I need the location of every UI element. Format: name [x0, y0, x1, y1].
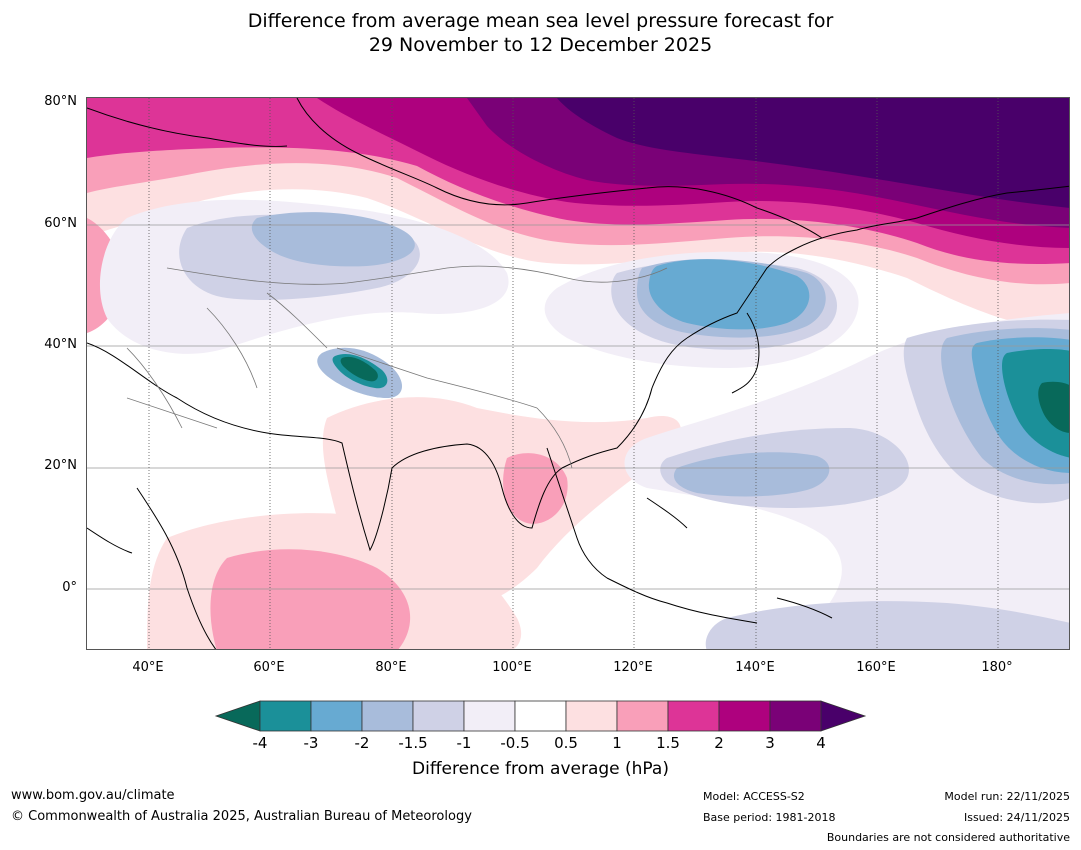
- anomaly-negative-east-pacific-5: [1038, 381, 1069, 433]
- colorbar-tick-label: 1: [612, 734, 622, 752]
- colorbar-tick-label: 1.5: [656, 734, 680, 752]
- anomaly-positive-sea-1: [503, 453, 568, 524]
- lat-label-0: 0°: [62, 580, 77, 595]
- footer-url[interactable]: www.bom.gov.au/climate: [11, 788, 175, 803]
- anomaly-negative-southeast: [705, 601, 1069, 649]
- coastlines: [87, 98, 1069, 649]
- map-title-line1: Difference from average mean sea level p…: [247, 10, 834, 32]
- colorbar-cell: [463, 700, 516, 732]
- anomaly-negative-tibet-peak: [340, 356, 378, 382]
- colorbar-tick-label: 2: [714, 734, 724, 752]
- footer-base-period: Base period: 1981-2018: [703, 811, 836, 824]
- colorbar-tick-label: 3: [765, 734, 775, 752]
- colorbar-cell: [514, 700, 567, 732]
- colorbar-tick-label: -2: [354, 734, 370, 752]
- colorbar-tick-label: 0.5: [554, 734, 578, 752]
- anomaly-negative-pacific-2: [673, 452, 830, 497]
- colorbar-cells: [214, 700, 867, 732]
- anomaly-positive-indian-ocean-1: [210, 549, 410, 649]
- colorbar-cell: [310, 700, 363, 732]
- footer-issued: Issued: 24/11/2025: [963, 811, 1070, 824]
- colorbar-tick-label: -0.5: [500, 734, 530, 752]
- lat-label-40n: 40°N: [44, 337, 77, 352]
- anomaly-negative-japan-3: [648, 259, 810, 330]
- lon-label-120e: 120°E: [613, 660, 653, 675]
- colorbar: [214, 700, 867, 732]
- colorbar-tick-label: -1.5: [398, 734, 428, 752]
- graticule-lon: [148, 98, 999, 649]
- lon-label-180: 180°: [981, 660, 1013, 675]
- colorbar-tick-label: -4: [252, 734, 268, 752]
- lat-label-60n: 60°N: [44, 216, 77, 231]
- lon-label-160e: 160°E: [856, 660, 896, 675]
- colorbar-cell: [718, 700, 771, 732]
- colorbar-tick-label: -1: [456, 734, 472, 752]
- footer-boundaries: Boundaries are not considered authoritat…: [826, 831, 1070, 844]
- colorbar-extend-low: [214, 700, 261, 732]
- lon-label-140e: 140°E: [735, 660, 775, 675]
- colorbar-cell: [412, 700, 465, 732]
- lat-label-80n: 80°N: [44, 94, 77, 109]
- lon-label-40e: 40°E: [132, 660, 164, 675]
- footer-copyright: © Commonwealth of Australia 2025, Austra…: [11, 809, 472, 824]
- colorbar-cell: [361, 700, 414, 732]
- map-canvas: [87, 98, 1069, 649]
- lon-label-80e: 80°E: [375, 660, 407, 675]
- colorbar-title: Difference from average (hPa): [412, 759, 669, 779]
- colorbar-cell: [769, 700, 822, 732]
- country-borders: [126, 265, 668, 469]
- footer-model: Model: ACCESS-S2: [703, 790, 805, 803]
- colorbar-tick-label: 4: [816, 734, 826, 752]
- colorbar-cell: [565, 700, 618, 732]
- anomaly-positive-4: [557, 98, 1069, 208]
- anomaly-negative-central-asia-2: [251, 212, 415, 267]
- lon-label-60e: 60°E: [253, 660, 285, 675]
- anomaly-negative-east-pacific-4: [1002, 348, 1069, 458]
- colorbar-extend-high: [820, 700, 867, 732]
- colorbar-cell: [616, 700, 669, 732]
- lat-label-20n: 20°N: [44, 458, 77, 473]
- map-title-line2: 29 November to 12 December 2025: [368, 34, 713, 56]
- lon-label-100e: 100°E: [492, 660, 532, 675]
- colorbar-tick-label: -3: [303, 734, 319, 752]
- graticule-lat: [87, 224, 1069, 590]
- pressure-anomaly-map: [86, 97, 1070, 650]
- footer-model-run: Model run: 22/11/2025: [944, 790, 1070, 803]
- colorbar-cell: [667, 700, 720, 732]
- colorbar-cell: [259, 700, 312, 732]
